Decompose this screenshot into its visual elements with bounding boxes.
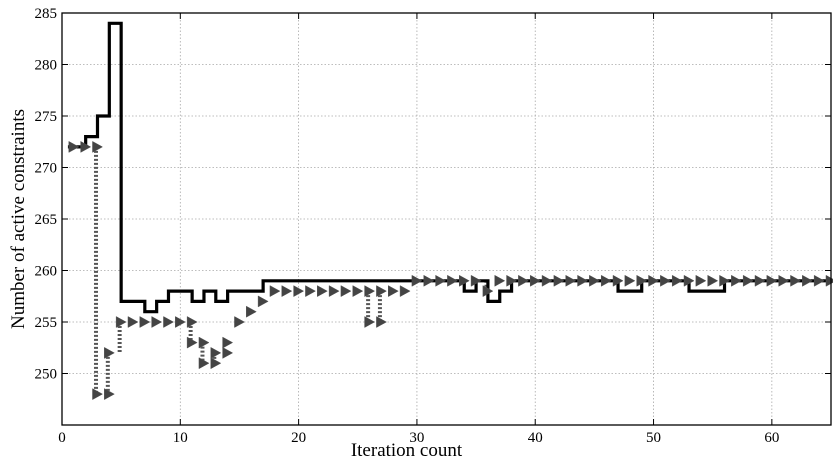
axis-ticks: 0 10 20 30 40 50 60 250 255 260 265 270 275 280 285 (35, 6, 831, 446)
marker-point (636, 274, 648, 287)
marker-point (612, 274, 624, 287)
y-tick-label: 270 (35, 161, 58, 177)
y-tick-label: 250 (35, 367, 58, 383)
marker-point (269, 285, 281, 298)
marker-point (222, 336, 234, 349)
x-tick-label: 40 (528, 430, 543, 446)
marker-point (305, 285, 316, 298)
marker-point (683, 274, 695, 287)
x-tick-label: 20 (291, 430, 306, 446)
marker-point (80, 140, 92, 153)
marker-point (186, 316, 198, 328)
marker-point (766, 274, 778, 287)
marker-point (246, 305, 257, 318)
marker-point (364, 285, 376, 298)
marker-point (376, 285, 387, 298)
marker-point (518, 274, 529, 287)
marker-point (340, 285, 352, 298)
y-tick-label: 255 (35, 315, 58, 331)
marker-point (281, 285, 293, 298)
marker-point (600, 274, 612, 287)
y-axis-label: Number of active constraints (8, 109, 29, 329)
marker-point (163, 316, 174, 328)
plot-frame (61, 12, 832, 426)
marker-point (198, 357, 210, 370)
marker-point (802, 274, 813, 287)
marker-point (565, 274, 577, 287)
marker-point (234, 316, 245, 328)
marker-point (541, 274, 553, 287)
x-tick-label: 10 (173, 430, 188, 446)
marker-point (388, 285, 399, 298)
marker-point (210, 346, 222, 359)
marker-point (104, 346, 115, 359)
marker-point (660, 274, 671, 287)
marker-point (447, 274, 458, 287)
marker-point (577, 274, 589, 287)
marker-point (458, 274, 470, 287)
marker-point (648, 274, 660, 287)
dotted-drops (93, 146, 489, 395)
x-tick-label: 30 (409, 430, 424, 446)
marker-point (68, 140, 80, 153)
x-tick-label: 60 (764, 430, 779, 446)
marker-point (624, 274, 636, 287)
y-tick-label: 280 (35, 58, 58, 74)
marker-point (198, 336, 210, 349)
marker-point (352, 285, 364, 298)
x-axis-label: Iteration count (351, 440, 463, 461)
marker-point (257, 295, 269, 308)
marker-point (104, 388, 115, 401)
marker-point (742, 274, 754, 287)
marker-point (92, 140, 104, 153)
marker-point (364, 316, 376, 328)
marker-point (553, 274, 565, 287)
y-tick-label: 260 (35, 264, 58, 280)
marker-point (139, 316, 151, 328)
marker-point (719, 274, 731, 287)
marker-point (529, 274, 541, 287)
marker-point (376, 316, 387, 328)
marker-point (115, 316, 127, 328)
marker-point (707, 274, 719, 287)
marker-point (589, 274, 600, 287)
marker-point (435, 274, 447, 287)
marker-point (222, 346, 234, 359)
y-tick-label: 285 (35, 6, 58, 22)
marker-point (317, 285, 328, 298)
marker-point (186, 336, 198, 349)
marker-point (328, 285, 340, 298)
marker-point (813, 274, 825, 287)
grid (62, 13, 831, 425)
marker-point (506, 274, 518, 287)
marker-point (92, 388, 104, 401)
marker-point (127, 316, 139, 328)
marker-point (399, 285, 411, 298)
marker-point (754, 274, 766, 287)
x-tick-label: 0 (58, 430, 66, 446)
marker-point (423, 274, 435, 287)
marker-point (293, 285, 305, 298)
x-tick-label: 50 (646, 430, 661, 446)
marker-point (210, 357, 222, 370)
marker-point (778, 274, 790, 287)
y-tick-label: 265 (35, 212, 58, 228)
marker-point (482, 285, 494, 298)
marker-point (175, 316, 186, 328)
marker-point (470, 274, 482, 287)
marker-point (494, 274, 506, 287)
marker-point (825, 274, 833, 287)
marker-point (790, 274, 802, 287)
marker-point (695, 274, 707, 287)
marker-point (151, 316, 163, 328)
marker-point (411, 274, 423, 287)
marker-point (671, 274, 683, 287)
marker-series (68, 140, 833, 401)
marker-point (731, 274, 742, 287)
y-tick-label: 275 (35, 109, 58, 125)
